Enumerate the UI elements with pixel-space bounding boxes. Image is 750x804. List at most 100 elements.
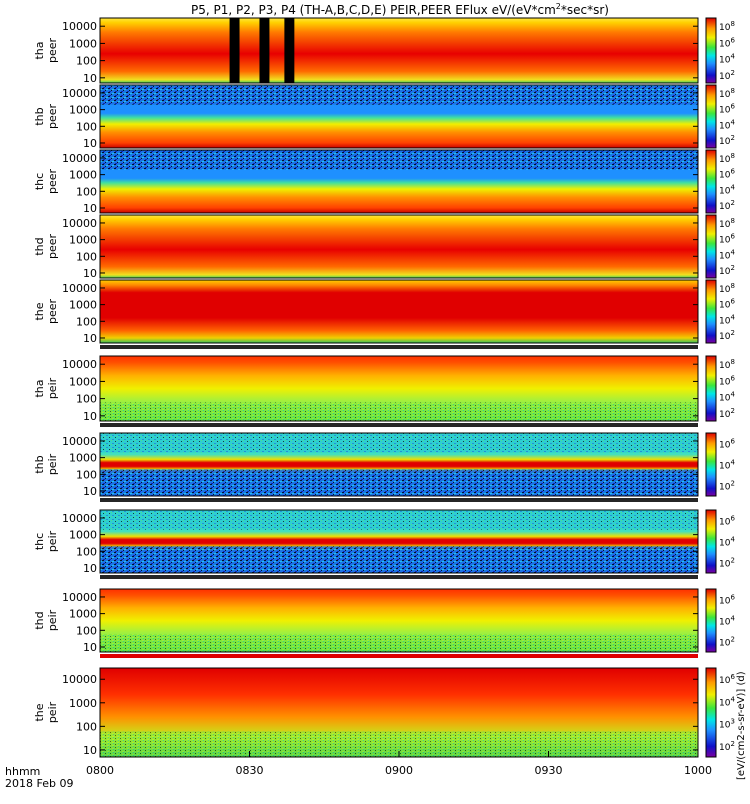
colorbar	[705, 279, 717, 344]
noise-region	[100, 546, 698, 573]
y-tick-label: 100	[76, 720, 97, 733]
y-tick-label: 1000	[69, 697, 97, 710]
colorbar-tick-label: 108	[719, 217, 735, 230]
colorbar-tick-label: 104	[719, 313, 735, 326]
colorbar-tick-label: 106	[719, 515, 735, 528]
y-tick-label: 10	[83, 562, 97, 575]
y-tick-label: 1000	[69, 234, 97, 247]
colorbar-tick-label: 104	[719, 183, 735, 196]
y-tick-label: 100	[76, 624, 97, 637]
colorbar	[705, 667, 717, 758]
y-tick-label: 100	[76, 250, 97, 263]
x-tick-label: 0830	[236, 764, 264, 777]
time-axis-label: hhmm	[5, 765, 40, 778]
y-tick-label: 100	[76, 185, 97, 198]
colorbar-tick-label: 106	[719, 438, 735, 451]
separator-strip	[100, 575, 698, 579]
panel-thd-peer: 10 100 1000 10000 thd peer 108 106 104 102	[33, 214, 735, 280]
panel-frame	[99, 432, 699, 497]
y-label-probe: thc	[33, 533, 46, 550]
y-label-species: peir	[46, 701, 59, 723]
panel-frame	[99, 279, 699, 344]
y-tick-label: 1000	[69, 37, 97, 50]
colorbar-tick-label: 106	[719, 103, 735, 116]
panel-frame	[99, 214, 699, 279]
colorbar-tick-label: 104	[719, 459, 735, 472]
colorbar-tick-label: 108	[719, 358, 735, 371]
colorbar	[705, 17, 717, 84]
y-tick-label: 100	[76, 545, 97, 558]
y-label-probe: thd	[33, 611, 46, 629]
colorbar-tick-label: 102	[719, 636, 735, 649]
colorbar-tick-label: 106	[719, 594, 735, 607]
panel-frame	[99, 17, 699, 84]
spectrogram-tha-peer	[100, 18, 698, 83]
colorbar-tick-label: 104	[719, 53, 735, 66]
y-tick-label: 10000	[62, 217, 97, 230]
panel-the-peir: 10 100 1000 10000 the peir 106 104 103 102	[33, 667, 735, 758]
y-label-probe: tha	[33, 41, 46, 59]
panel-frame	[99, 149, 699, 214]
colorbar-tick-label: 102	[719, 69, 735, 82]
colorbar-tick-label: 108	[719, 20, 735, 33]
colorbar-tick-label: 102	[719, 407, 735, 420]
colorbar-tick-label: 104	[719, 248, 735, 261]
colorbar	[705, 432, 717, 497]
y-label-species: peir	[46, 377, 59, 399]
colorbar-tick-label: 104	[719, 391, 735, 404]
colorbar-unit-label: [eV/(cm2-s-sr-eV)] (d)	[736, 671, 747, 780]
panel-thd-peir: 10 100 1000 10000 thd peir 106 104 102	[33, 588, 735, 654]
colorbar-tick-label: 103	[719, 718, 735, 731]
noise-region	[100, 150, 698, 170]
y-label-species: peir	[46, 609, 59, 631]
y-tick-label: 10000	[62, 591, 97, 604]
y-tick-label: 10	[83, 410, 97, 423]
y-tick-label: 1000	[69, 299, 97, 312]
y-label-species: peer	[46, 234, 59, 260]
colorbar-tick-label: 102	[719, 134, 735, 147]
data-gap	[229, 18, 240, 83]
panel-the-peer: 10 100 1000 10000 the peer 108 106 104 102	[33, 279, 735, 345]
panel-thb-peer: 10 100 1000 10000 thb peer 108 106 104 102	[33, 84, 735, 150]
y-tick-label: 10	[83, 641, 97, 654]
panel-frame	[99, 588, 699, 653]
y-tick-label: 100	[76, 468, 97, 481]
colorbar-tick-label: 106	[719, 673, 735, 686]
y-label-species: peer	[46, 104, 59, 130]
y-label-species: peer	[46, 299, 59, 325]
colorbar-tick-label: 106	[719, 374, 735, 387]
y-tick-label: 10000	[62, 358, 97, 371]
noise-region	[100, 85, 698, 105]
colorbar	[705, 84, 717, 149]
y-tick-label: 10000	[62, 673, 97, 686]
colorbar-tick-label: 102	[719, 557, 735, 570]
y-tick-label: 10	[83, 202, 97, 215]
colorbar	[705, 355, 717, 422]
colorbar-tick-label: 104	[719, 695, 735, 708]
separator-strip	[100, 654, 698, 658]
y-tick-label: 10000	[62, 282, 97, 295]
y-label-probe: tha	[33, 379, 46, 397]
x-tick-label: 0930	[535, 764, 563, 777]
y-tick-label: 10	[83, 267, 97, 280]
panel-tha-peer: 10 100 1000 10000 tha peer 108 106 104 102	[33, 17, 735, 85]
y-tick-label: 100	[76, 55, 97, 68]
y-tick-label: 100	[76, 120, 97, 133]
y-tick-label: 10	[83, 72, 97, 85]
panel-tha-peir: 10 100 1000 10000 tha peir 108 106 104 102	[33, 355, 735, 423]
y-tick-label: 100	[76, 315, 97, 328]
time-axis-date: 2018 Feb 09	[5, 777, 73, 790]
colorbar-tick-label: 102	[719, 264, 735, 277]
y-tick-label: 1000	[69, 104, 97, 117]
colorbar	[705, 509, 717, 574]
y-tick-label: 1000	[69, 529, 97, 542]
y-tick-label: 10000	[62, 435, 97, 448]
y-label-probe: thb	[33, 455, 46, 473]
y-tick-label: 10000	[62, 152, 97, 165]
colorbar-tick-label: 104	[719, 118, 735, 131]
y-label-probe: thc	[33, 173, 46, 190]
panel-thc-peer: 10 100 1000 10000 thc peer 108 106 104 102	[33, 149, 735, 215]
colorbar-tick-label: 104	[719, 615, 735, 628]
data-gap	[284, 18, 295, 83]
